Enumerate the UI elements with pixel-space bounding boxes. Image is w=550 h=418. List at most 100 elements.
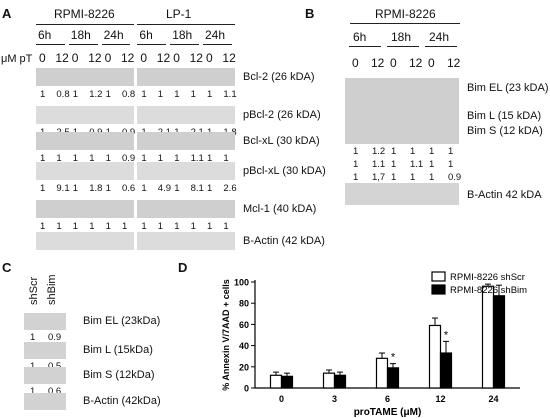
- band-quant-value: 1: [72, 89, 79, 100]
- band-quant-value: 1: [391, 172, 397, 183]
- time-underline: [101, 44, 131, 45]
- blot-row-label: Bim EL (23kDa): [83, 315, 161, 327]
- blot-a-right: [137, 132, 235, 150]
- band-quant-value: 1: [30, 332, 36, 343]
- band-quant-value: 1: [353, 146, 359, 157]
- conc-label: 0: [428, 56, 435, 70]
- band-quant-value: 1: [105, 89, 111, 100]
- band-quant-value: 1: [105, 153, 111, 164]
- bar-shbim: [280, 375, 294, 389]
- blot-a-right: [137, 200, 235, 218]
- band-quant-value: 1: [429, 146, 435, 157]
- panel-b-label: B: [305, 6, 315, 21]
- group-line-rpmi: [36, 24, 134, 25]
- conc-label: 12: [156, 51, 171, 65]
- band-quant-value: 1: [391, 146, 397, 157]
- x-tick-label: 0: [279, 394, 284, 404]
- conc-label: 0: [352, 56, 359, 70]
- blot-c: [24, 342, 66, 359]
- time-underline: [36, 44, 65, 45]
- band-quant-value: 1: [448, 146, 454, 157]
- blot-row-label: pBcl-xL (30 kDA): [243, 165, 326, 177]
- x-tick-label: 24: [488, 394, 498, 404]
- b-actin-blot-b: [345, 183, 459, 205]
- band-quant-value: 1: [223, 221, 229, 232]
- group-label-rpmi: RPMI-8226: [54, 7, 115, 21]
- time-underline: [170, 44, 199, 45]
- b-actin-label-b: B-Actin 42 kDA: [467, 189, 542, 201]
- conc-label: 0: [39, 51, 46, 65]
- conc-label: 0: [104, 51, 112, 65]
- legend-swatch: [431, 271, 446, 282]
- band-quant-value: 1: [89, 221, 95, 232]
- blot-a-right: [137, 232, 235, 250]
- y-axis-title: % Annexin V/7AAD + cells: [221, 279, 231, 390]
- bar-shbim: [439, 352, 453, 389]
- band-quant-value: 1: [353, 159, 359, 170]
- panel-d-label: D: [178, 260, 188, 275]
- conc-label: 0: [390, 56, 397, 70]
- band-quant-value: 1: [141, 221, 147, 232]
- band-quant-value: 1: [190, 221, 196, 232]
- blot-row-label: Bcl-2 (26 kDA): [243, 71, 315, 83]
- bim-blot: [345, 78, 459, 144]
- band-quant-value: 1.1: [190, 153, 204, 164]
- conc-label: 0: [71, 51, 79, 65]
- bar-shscr: [428, 324, 442, 389]
- x-tick-label: 6: [385, 394, 390, 404]
- blot-row-label: Bim S (12kDa): [83, 369, 155, 381]
- band-quant-value: 1: [207, 89, 213, 100]
- time-label: 24h: [429, 30, 450, 44]
- blot-a-left: [36, 132, 134, 150]
- band-quant-value: 1: [190, 89, 196, 100]
- conc-label: 0: [140, 51, 148, 65]
- legend-label: RPMI-8226 shScr: [450, 272, 525, 283]
- time-label: 18h: [70, 28, 91, 42]
- conc-label: 12: [409, 56, 423, 70]
- significance-star: *: [391, 352, 396, 364]
- band-quant-value: 1: [141, 153, 147, 164]
- band-quant-value: 1: [448, 159, 454, 170]
- y-tick-label: 100: [234, 278, 249, 288]
- blot-a-right: [137, 68, 235, 86]
- band-quant-value: 1,7: [372, 172, 386, 183]
- band-quant-value: 1: [105, 221, 111, 232]
- band-quant-value: 1: [141, 89, 147, 100]
- band-quant-value: 4.9: [157, 183, 172, 194]
- band-quant-value: 1: [56, 221, 62, 232]
- band-quant-value: 1: [72, 153, 79, 164]
- significance-star: *: [444, 329, 449, 341]
- panel-a-label: A: [2, 6, 12, 21]
- blot-a-left: [36, 200, 134, 218]
- band-quant-value: 1: [105, 183, 111, 194]
- band-quant-value: 1: [174, 221, 180, 232]
- band-quant-value: 1.8: [89, 183, 103, 194]
- legend-swatch: [431, 284, 446, 295]
- y-tick-label: 0: [244, 384, 249, 394]
- band-quant-value: 1: [207, 221, 213, 232]
- blot-a-left: [36, 232, 134, 250]
- time-label: 6h: [38, 28, 52, 42]
- time-underline: [425, 46, 457, 47]
- bim-band-label: Bim S (12 kDA): [467, 125, 543, 137]
- y-tick-label: 60: [239, 320, 249, 330]
- conc-label: 12: [189, 51, 203, 65]
- band-quant-value: 2.6: [223, 183, 237, 194]
- panel-c-label: C: [2, 260, 12, 275]
- time-label: 24h: [205, 28, 226, 42]
- conc-prefix: μM pT: [1, 53, 33, 65]
- bim-band-label: Bim L (15 kDA): [467, 110, 542, 122]
- blot-row-label: B-Actin (42kDa): [83, 395, 161, 407]
- band-quant-value: 1: [391, 159, 397, 170]
- x-axis-title: proTAME (μM): [354, 407, 422, 418]
- band-quant-value: 0.9: [448, 172, 462, 183]
- band-quant-value: 0.6: [48, 386, 62, 397]
- x-tick-label: 12: [435, 394, 445, 404]
- blot-a-left: [36, 106, 134, 124]
- time-underline: [349, 46, 381, 47]
- x-tick-label: 3: [332, 394, 337, 404]
- band-quant-value: 1: [157, 221, 164, 232]
- bar-shscr: [375, 357, 389, 389]
- conc-label: 0: [206, 51, 213, 65]
